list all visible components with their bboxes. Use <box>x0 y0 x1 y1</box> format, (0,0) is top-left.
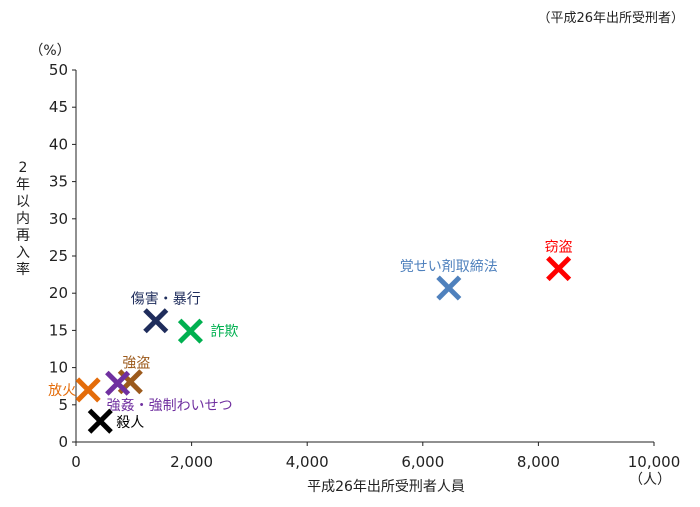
x-tick-label: 4,000 <box>286 453 329 471</box>
data-point-label: 傷害・暴行 <box>131 292 201 308</box>
data-point: 殺人 <box>87 408 144 434</box>
y-axis-title-char: 再 <box>16 228 30 244</box>
y-axis-title-char: 率 <box>16 261 30 278</box>
x-tick-label: 2,000 <box>170 453 213 471</box>
y-axis-title-char: 入 <box>16 245 30 261</box>
data-point: 詐欺 <box>177 318 238 344</box>
x-tick-label: 8,000 <box>517 453 560 471</box>
y-tick-label: 0 <box>58 433 68 451</box>
y-axis-title: 2 年以内再入率 <box>16 160 30 278</box>
data-point-label: 強盗 <box>122 356 150 372</box>
y-tick-label: 10 <box>49 359 68 377</box>
y-tick-label: 15 <box>49 321 68 339</box>
chart-note: （平成26年出所受刑者） <box>537 11 684 26</box>
data-point: 窃盗 <box>545 240 573 282</box>
y-tick-label: 40 <box>49 135 68 153</box>
data-point: 放火 <box>48 377 101 403</box>
x-tick-label: 0 <box>71 453 81 471</box>
x-axis-title: 平成26年出所受刑者人員 <box>307 479 465 495</box>
x-marker-stroke <box>436 275 462 301</box>
axes <box>72 69 655 446</box>
y-tick-label: 45 <box>49 98 68 116</box>
data-point-label: 詐欺 <box>210 324 238 340</box>
x-marker-stroke <box>75 377 101 403</box>
y-tick-label: 5 <box>58 396 68 414</box>
x-tick-label: 6,000 <box>401 453 444 471</box>
data-point-label: 覚せい剤取締法 <box>400 258 498 275</box>
data-point: 覚せい剤取締法 <box>400 258 498 301</box>
x-marker-stroke <box>177 318 203 344</box>
y-axis-title-char: 以 <box>16 194 30 210</box>
x-marker-stroke <box>546 256 572 282</box>
y-tick-label: 35 <box>49 173 68 191</box>
x-tick-label: 10,000 <box>628 453 681 471</box>
data-point: 傷害・暴行 <box>131 292 201 334</box>
tick-labels: 0 5 10 15 20 25 30 35 40 45 50 0 2,000 4,000 6,000 8,00… <box>49 61 680 471</box>
x-axis-unit: （人） <box>629 472 671 488</box>
y-tick-label: 30 <box>49 210 68 228</box>
data-point-label: 殺人 <box>116 415 144 431</box>
y-axis-title-char: 2 <box>19 160 28 176</box>
y-tick-label: 20 <box>49 284 68 302</box>
data-point-label: 放火 <box>48 383 76 399</box>
data-point-label: 窃盗 <box>545 240 573 256</box>
y-axis-title-char: 年 <box>16 177 30 193</box>
data-point-label: 強姦・強制わいせつ <box>107 398 233 414</box>
x-marker-stroke <box>87 408 113 434</box>
y-axis-title-char: 内 <box>16 211 30 227</box>
data-point: 強姦・強制わいせつ <box>105 370 233 414</box>
y-tick-label: 25 <box>49 247 68 265</box>
y-tick-label: 50 <box>49 61 68 79</box>
y-axis-unit: （%） <box>29 43 70 59</box>
x-marker-stroke <box>105 370 131 396</box>
x-marker-stroke <box>143 308 169 334</box>
